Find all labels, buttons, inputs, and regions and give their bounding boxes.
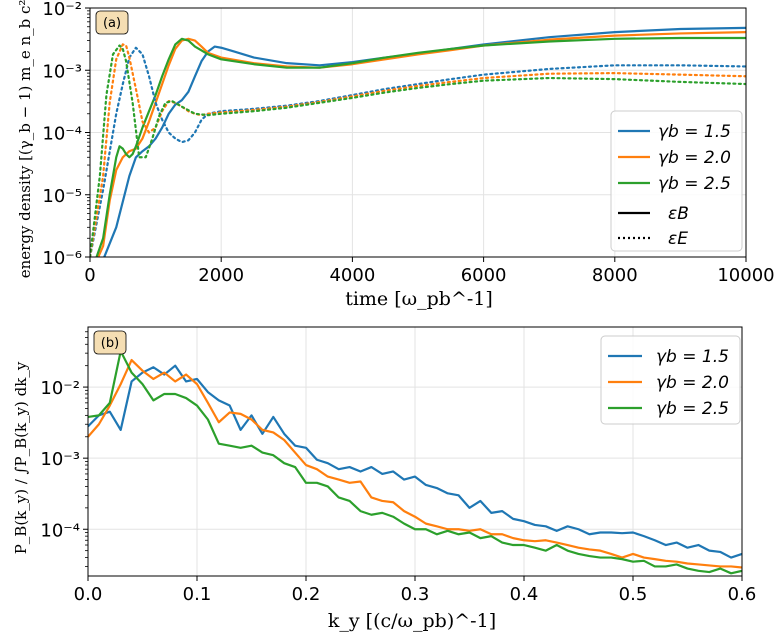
- legend-a-dotted-label: εE: [668, 229, 688, 249]
- panel-a-ytick-label: 10⁻²: [42, 0, 82, 20]
- panel-b-xtick-label: 0.4: [510, 584, 539, 605]
- panel-a-xlabel: time [ω_pb^-1]: [345, 288, 493, 310]
- panel-a-ytick-label: 10⁻⁴: [42, 124, 82, 145]
- legend-a-solid-label: εB: [668, 204, 689, 224]
- panel-a-ticks: 0 2000 4000 6000 8000 10000 10⁻⁶ 10⁻⁵ 10⁻⁴ 10⁻³ 10…: [42, 0, 774, 286]
- panel-b-series-line-1: [88, 364, 742, 559]
- panel-b-ylabel: P_B(k_y) / ∫P_B(k_y) dk_y: [12, 361, 30, 554]
- panel-b-xtick-label: 0.0: [74, 584, 103, 605]
- panel-a-series-line-3: [95, 36, 746, 257]
- panel-a-series-line-4: [90, 46, 746, 257]
- panel-a-ytick-label: 10⁻³: [42, 61, 82, 82]
- legend-b-label-3: γb = 2.5: [656, 399, 729, 419]
- panel-a-xtick-label: 2000: [198, 265, 244, 286]
- panel-b-ytick-label: 10⁻⁴: [40, 520, 80, 541]
- legend-b-label-1: γb = 1.5: [656, 347, 729, 367]
- panel-a-legend-box: [610, 110, 743, 252]
- panel-b-xtick-label: 0.6: [728, 584, 757, 605]
- panel-b-legend-box: [600, 335, 741, 425]
- panel-a-ytick-label: 10⁻⁵: [42, 186, 82, 207]
- panel-a-xtick-label: 0: [84, 265, 95, 286]
- panel-a-xtick-label: 4000: [329, 265, 375, 286]
- panel-a-lines: [90, 26, 746, 257]
- panel-b-xtick-label: 0.1: [183, 584, 212, 605]
- panel-b-label: (b): [101, 336, 119, 351]
- panel-b-xtick-label: 0.5: [619, 584, 648, 605]
- panel-a-series-line-2: [97, 31, 746, 257]
- panel-b-xlabel: k_y [(c/ω_pb)^-1]: [328, 610, 496, 632]
- panel-b-label-box: [93, 330, 127, 355]
- panel-a-xtick-label: 6000: [461, 265, 507, 286]
- panel-b-series-line-2: [88, 358, 742, 569]
- panel-a-xtick-label: 8000: [592, 265, 638, 286]
- legend-b-label-2: γb = 2.0: [656, 373, 729, 393]
- panel-b-ytick-label: 10⁻³: [40, 449, 80, 470]
- panel-a-ytick-label: 10⁻⁶: [42, 248, 82, 269]
- legend-a-label-3: γb = 2.5: [658, 174, 731, 194]
- panel-a-series-line-6: [90, 44, 746, 257]
- panel-a-label-box: [95, 10, 129, 35]
- panel-b-lines: [88, 350, 742, 575]
- panel-a-xtick-label: 10000: [717, 265, 774, 286]
- panel-b-legend: γb = 1.5 γb = 2.0 γb = 2.5: [600, 335, 741, 425]
- panel-b-ticks: 0.0 0.1 0.2 0.3 0.4 0.5 0.6 10⁻⁴ 10⁻³ 10⁻²: [40, 331, 757, 605]
- legend-a-label-1: γb = 1.5: [658, 122, 731, 142]
- panel-b-ytick-label: 10⁻²: [40, 378, 80, 399]
- panel-b-xtick-label: 0.2: [292, 584, 321, 605]
- panel-b-series-line-3: [88, 350, 742, 575]
- panel-a-ylabel: energy density [(γ_b − 1) m_e n_b c²]: [16, 0, 34, 278]
- panel-a: 0 2000 4000 6000 8000 10000 10⁻⁶ 10⁻⁵ 10⁻⁴ 10⁻³ 10…: [16, 0, 775, 310]
- legend-a-label-2: γb = 2.0: [658, 148, 731, 168]
- panel-a-legend: γb = 1.5 γb = 2.0 γb = 2.5 εB εE: [610, 110, 743, 252]
- panel-a-label: (a): [103, 16, 121, 31]
- panel-b-xtick-label: 0.3: [401, 584, 430, 605]
- panel-b: 0.0 0.1 0.2 0.3 0.4 0.5 0.6 10⁻⁴ 10⁻³ 10⁻² (b) k_…: [12, 326, 757, 632]
